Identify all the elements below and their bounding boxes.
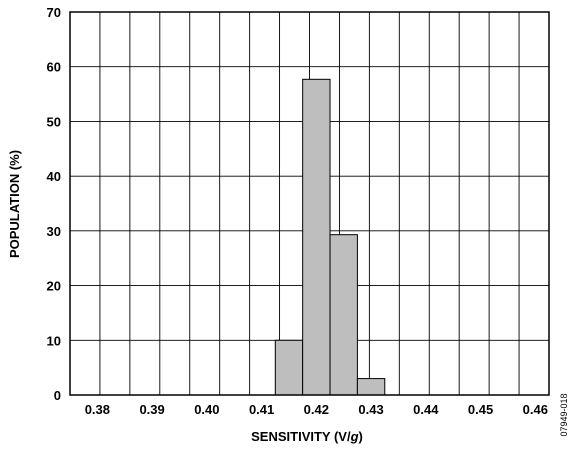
x-tick-label: 0.42	[304, 402, 329, 417]
y-tick-labels: 0 10 20 30 40 50 60 70	[47, 5, 61, 403]
plot-frame	[69, 11, 550, 396]
y-tick-label: 0	[54, 388, 61, 403]
x-tick-label: 0.41	[249, 402, 274, 417]
histogram-bar	[274, 339, 304, 396]
x-tick-label: 0.39	[139, 402, 164, 417]
histogram-bar	[356, 378, 386, 396]
x-axis-title: SENSITIVITY (V/g)	[251, 429, 363, 444]
x-tick-label: 0.45	[468, 402, 493, 417]
y-axis-title: POPULATION (%)	[7, 150, 22, 258]
histogram-bars	[274, 78, 386, 396]
y-tick-label: 60	[47, 60, 61, 75]
x-tick-label: 0.44	[413, 402, 439, 417]
y-tick-label: 30	[47, 224, 61, 239]
x-tick-label: 0.38	[85, 402, 110, 417]
x-tick-labels: 0.38 0.39 0.40 0.41 0.42 0.43 0.44 0.45 0.46	[85, 402, 548, 417]
y-tick-label: 20	[47, 279, 61, 294]
histogram-bar	[329, 234, 358, 396]
x-tick-label: 0.46	[523, 402, 548, 417]
y-tick-label: 40	[47, 169, 61, 184]
y-tick-label: 10	[47, 333, 61, 348]
histogram-bar	[302, 78, 331, 396]
y-tick-label: 70	[47, 5, 61, 20]
x-tick-label: 0.43	[358, 402, 383, 417]
x-tick-label: 0.40	[194, 402, 219, 417]
y-tick-label: 50	[47, 114, 61, 129]
figure-code: 07949-018	[559, 393, 569, 436]
